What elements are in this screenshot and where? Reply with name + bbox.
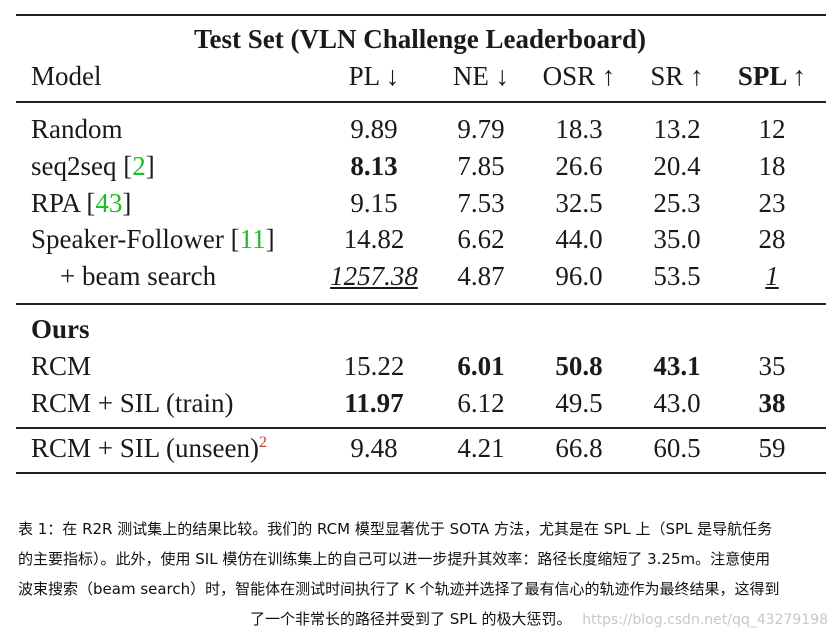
caption-line: 波束搜索（beam search）时，智能体在测试时间执行了 K 个轨迹并选择了… bbox=[18, 580, 780, 598]
cell-sf-sr: 35.0 bbox=[653, 224, 701, 254]
bottom-rule bbox=[16, 472, 826, 474]
row-model-rpa: RPA [43] bbox=[31, 188, 132, 218]
section-heading-ours: Ours bbox=[31, 314, 90, 344]
ref-link[interactable]: 11 bbox=[239, 224, 266, 254]
header-model: Model bbox=[31, 61, 102, 91]
cell-rcm-sil-train-ne: 6.12 bbox=[457, 388, 505, 418]
cell-sf-spl: 28 bbox=[758, 224, 786, 254]
table-caption: 表 1：在 R2R 测试集上的结果比较。我们的 RCM 模型显著优于 SOTA … bbox=[18, 514, 830, 634]
cell-beam-pl: 1257.38 bbox=[330, 261, 418, 291]
cell-random-sr: 13.2 bbox=[653, 114, 701, 144]
cell-rcm-sil-train-osr: 49.5 bbox=[555, 388, 603, 418]
cell-rcm-sil-unseen-ne: 4.21 bbox=[457, 433, 505, 463]
cell-rcm-sil-train-spl: 38 bbox=[758, 388, 786, 418]
cell-beam-spl: 1 bbox=[765, 261, 779, 291]
cell-seq2seq-pl: 8.13 bbox=[350, 151, 398, 181]
cell-sf-ne: 6.62 bbox=[457, 224, 505, 254]
cell-rpa-osr: 32.5 bbox=[555, 188, 603, 218]
cell-rpa-spl: 23 bbox=[758, 188, 786, 218]
cell-sf-pl: 14.82 bbox=[343, 224, 405, 254]
header-rule bbox=[16, 101, 826, 103]
table-title: Test Set (VLN Challenge Leaderboard) bbox=[194, 24, 646, 54]
row-model-rcm: RCM bbox=[31, 351, 92, 381]
cell-rcm-sil-train-sr: 43.0 bbox=[653, 388, 701, 418]
row-model-rcm-sil-train: RCM + SIL (train) bbox=[31, 388, 234, 418]
ref-link[interactable]: 43 bbox=[95, 188, 123, 218]
cell-rcm-pl: 15.22 bbox=[343, 351, 405, 381]
cell-seq2seq-sr: 20.4 bbox=[653, 151, 701, 181]
section-rule bbox=[16, 303, 826, 305]
cell-rcm-sr: 43.1 bbox=[653, 351, 701, 381]
cell-sf-osr: 44.0 bbox=[555, 224, 603, 254]
row-model-rcm-sil-unseen: RCM + SIL (unseen)2 bbox=[31, 433, 267, 463]
caption-line: 了一个非常长的路径并受到了 SPL 的极大惩罚。 bbox=[250, 610, 572, 628]
cell-seq2seq-ne: 7.85 bbox=[457, 151, 505, 181]
cell-rpa-ne: 7.53 bbox=[457, 188, 505, 218]
cell-random-osr: 18.3 bbox=[555, 114, 603, 144]
top-rule bbox=[16, 14, 826, 16]
cell-rpa-sr: 25.3 bbox=[653, 188, 701, 218]
cell-beam-ne: 4.87 bbox=[457, 261, 505, 291]
unseen-rule bbox=[16, 427, 826, 429]
cell-beam-osr: 96.0 bbox=[555, 261, 603, 291]
header-osr: OSR ↑ bbox=[542, 61, 616, 91]
row-model-speaker-follower: Speaker-Follower [11] bbox=[31, 224, 275, 254]
row-model-random: Random bbox=[31, 114, 123, 144]
header-ne: NE ↓ bbox=[452, 61, 510, 91]
header-spl: SPL ↑ bbox=[737, 61, 807, 91]
cell-rcm-osr: 50.8 bbox=[555, 351, 603, 381]
watermark: https://blog.csdn.net/qq_43279198 bbox=[582, 612, 828, 628]
cell-rcm-sil-unseen-pl: 9.48 bbox=[350, 433, 398, 463]
header-pl: PL ↓ bbox=[348, 61, 400, 91]
footnote-marker[interactable]: 2 bbox=[258, 434, 267, 451]
ref-link[interactable]: 2 bbox=[132, 151, 146, 181]
cell-rcm-ne: 6.01 bbox=[457, 351, 505, 381]
cell-rpa-pl: 9.15 bbox=[350, 188, 398, 218]
cell-seq2seq-osr: 26.6 bbox=[555, 151, 603, 181]
caption-line: 表 1：在 R2R 测试集上的结果比较。我们的 RCM 模型显著优于 SOTA … bbox=[18, 520, 773, 538]
caption-line: 的主要指标）。此外，使用 SIL 模仿在训练集上的自己可以进一步提升其效率：路径… bbox=[18, 550, 771, 568]
cell-random-ne: 9.79 bbox=[457, 114, 505, 144]
cell-rcm-sil-unseen-sr: 60.5 bbox=[653, 433, 701, 463]
header-sr: SR ↑ bbox=[650, 61, 704, 91]
cell-random-pl: 9.89 bbox=[350, 114, 398, 144]
cell-rcm-sil-train-pl: 11.97 bbox=[344, 388, 404, 418]
cell-rcm-sil-unseen-osr: 66.8 bbox=[555, 433, 603, 463]
results-table: Test Set (VLN Challenge Leaderboard) Mod… bbox=[16, 14, 826, 474]
row-model-seq2seq: seq2seq [2] bbox=[31, 151, 155, 181]
cell-random-spl: 12 bbox=[758, 114, 786, 144]
cell-rcm-spl: 35 bbox=[758, 351, 786, 381]
cell-beam-sr: 53.5 bbox=[653, 261, 701, 291]
row-model-beam-search: + beam search bbox=[60, 261, 217, 291]
cell-rcm-sil-unseen-spl: 59 bbox=[758, 433, 786, 463]
cell-seq2seq-spl: 18 bbox=[758, 151, 786, 181]
